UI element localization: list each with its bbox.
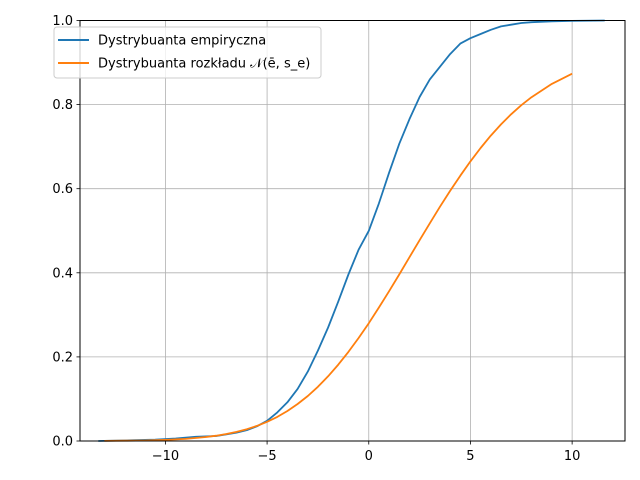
legend: Dystrybuanta empiryczna Dystrybuanta roz… — [53, 26, 322, 79]
y-tick-label: 0.0 — [52, 435, 73, 450]
x-tick-label: 0 — [365, 449, 373, 464]
y-tick-label: 0.4 — [52, 266, 73, 281]
legend-label-normal: Dystrybuanta rozkładu 𝒩(ē, s_e) — [98, 57, 310, 72]
plot-frame — [79, 20, 626, 442]
series-lines — [98, 19, 605, 442]
axis-ticks: −10 −5 0 5 10 0.0 0.2 0.4 0.6 0.8 1.0 — [52, 14, 580, 464]
y-tick-label: 0.2 — [52, 350, 73, 365]
x-tick-label: −10 — [152, 449, 179, 464]
y-tick-label: 1.0 — [52, 14, 73, 29]
series-line-normal — [104, 72, 573, 442]
x-tick-label: 5 — [466, 449, 474, 464]
legend-label-empirical: Dystrybuanta empiryczna — [98, 34, 266, 49]
x-tick-label: −5 — [258, 449, 277, 464]
x-tick-label: 10 — [564, 449, 581, 464]
y-tick-label: 0.6 — [52, 182, 73, 197]
legend-box — [53, 26, 322, 79]
y-tick-label: 0.8 — [52, 98, 73, 113]
